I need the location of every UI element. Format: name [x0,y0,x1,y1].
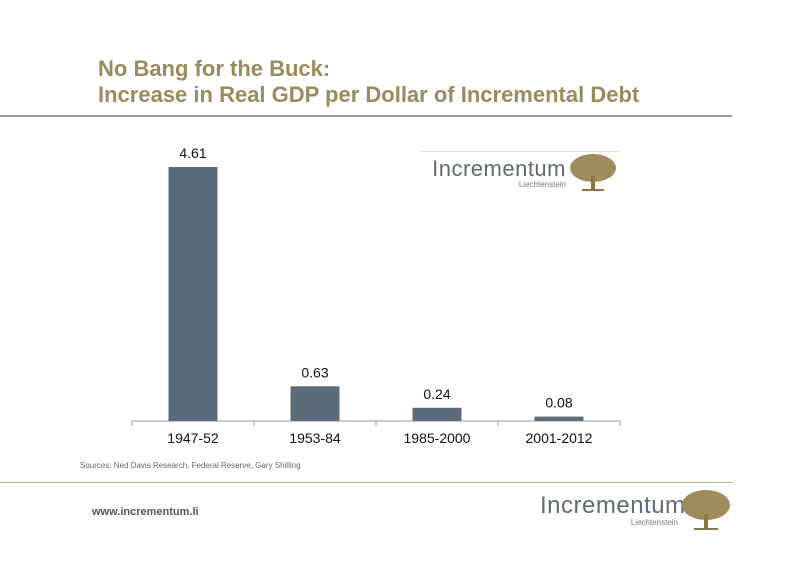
bar-1947-52 [168,167,218,421]
category-label: 1985-2000 [404,430,471,446]
bar-1985-2000 [412,407,462,421]
logo-sub: Liechtenstein [518,180,566,189]
logo-name: Incrementum [432,156,566,181]
logo-rule [420,151,620,152]
slide-title: No Bang for the Buck: Increase in Real G… [98,56,639,108]
website-link[interactable]: www.incrementum.li [92,506,199,518]
footer-logo-name: Incrementum [540,492,686,519]
category-label: 2001-2012 [526,430,593,446]
data-label: 0.24 [423,386,450,402]
footer-logo-sub: Liechtenstein [630,518,678,527]
title-line-2: Increase in Real GDP per Dollar of Incre… [98,82,640,107]
sources-note: Sources: Ned Davis Research, Federal Res… [80,461,301,470]
tree-icon [570,154,616,191]
chart-logo: Incrementum Liechtenstein [428,156,566,189]
footer-divider [0,482,732,483]
bar-1953-84 [290,386,340,421]
bar-2001-2012 [534,416,584,421]
category-label: 1953-84 [289,430,341,446]
data-label: 4.61 [179,145,206,161]
title-divider [0,115,732,117]
data-label: 0.63 [301,364,328,380]
category-label: 1947-52 [167,430,219,446]
footer-tree-icon [682,490,730,530]
title-line-1: No Bang for the Buck: [98,56,331,81]
data-label: 0.08 [545,395,572,411]
footer-logo: Incrementum Liechtenstein [540,492,686,527]
